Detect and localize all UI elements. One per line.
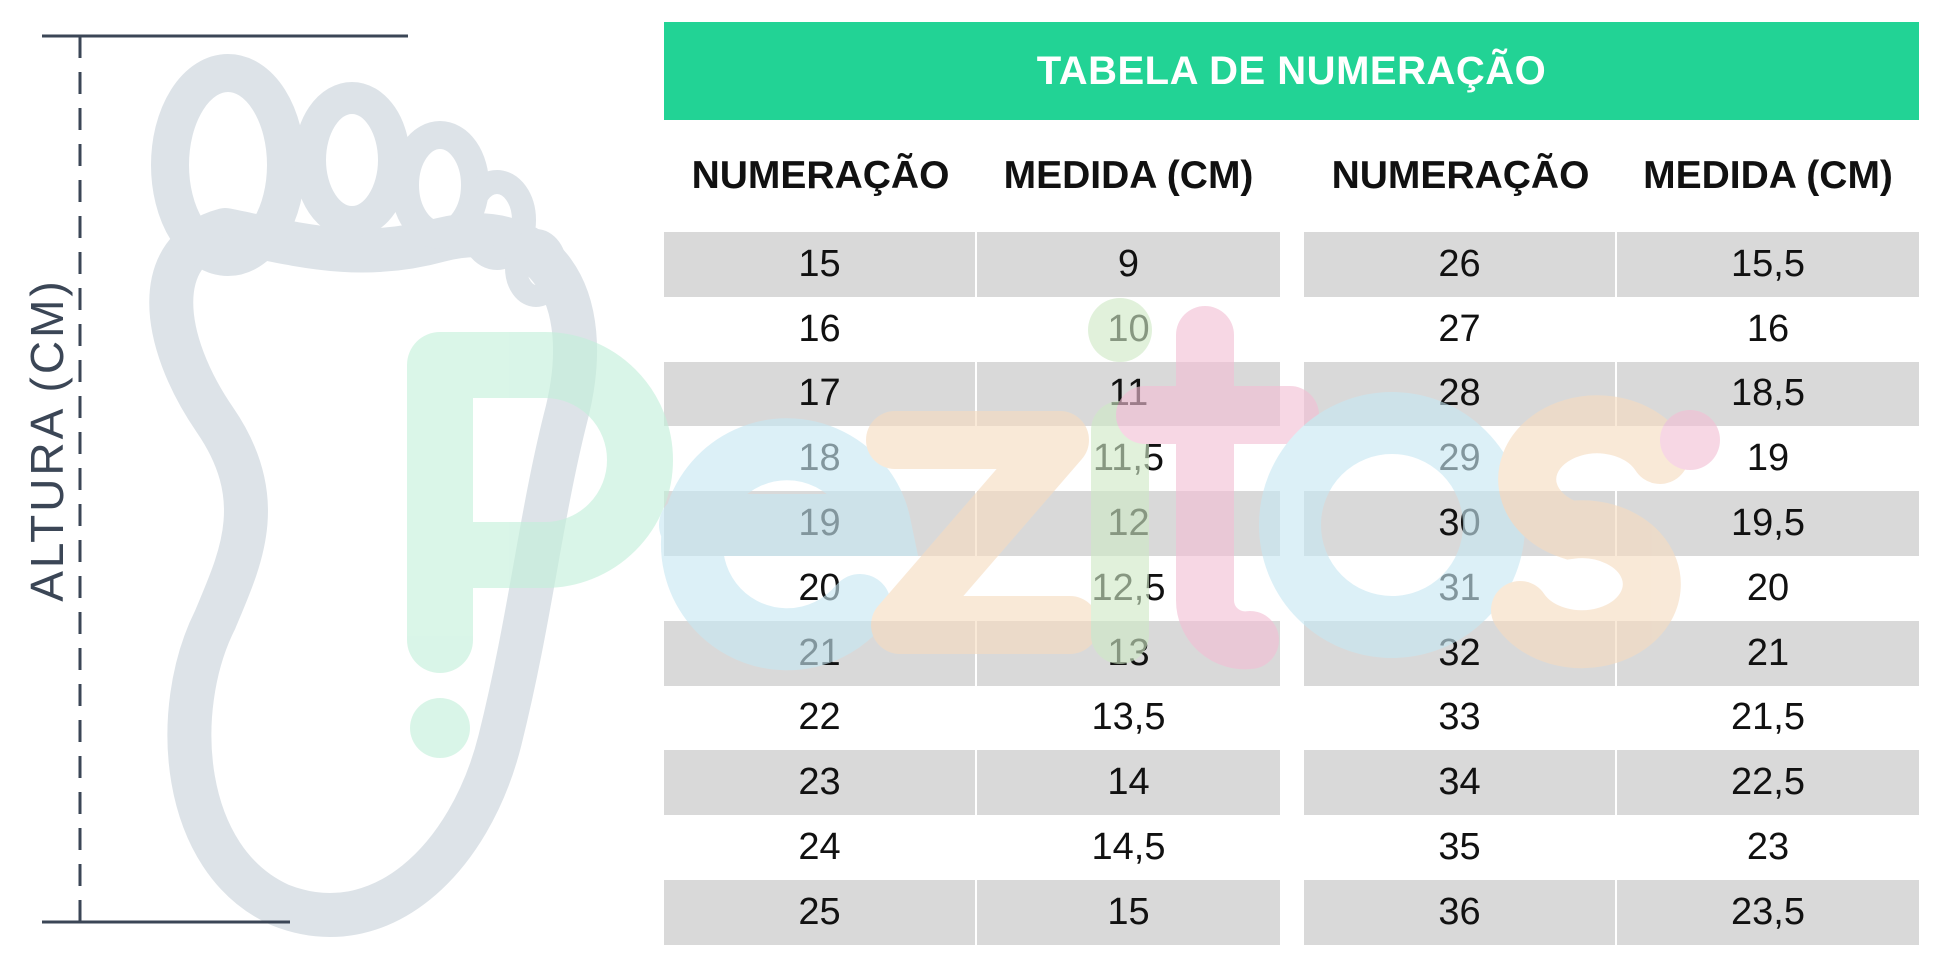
cell-gap [1280, 686, 1304, 751]
cell-medida-a: 14 [977, 750, 1280, 816]
table-row: 18 11,5 29 19 [664, 426, 1919, 492]
cell-medida-a: 9 [977, 232, 1280, 297]
cell-numeracao-b: 34 [1304, 750, 1617, 816]
foot-figure: ALTURA (CM) [0, 0, 660, 978]
table-row: 19 12 30 19,5 [664, 491, 1919, 556]
cell-medida-a: 13,5 [1091, 696, 1166, 739]
cell-medida-b: 23 [1746, 826, 1790, 869]
cell-numeracao-b: 27 [1304, 296, 1617, 362]
cell-numeracao-a: 16 [664, 296, 977, 362]
table-row: 16 10 27 16 [664, 296, 1919, 362]
cell-medida-a: 14,5 [1091, 826, 1166, 869]
cell-medida-b: 21 [1617, 620, 1919, 686]
cell-numeracao-b: 33 [1304, 685, 1617, 751]
cell-numeracao-a: 22 [664, 685, 977, 751]
cell-medida-a: 12 [977, 491, 1280, 556]
cell-medida-a: 10 [1107, 307, 1150, 350]
cell-numeracao-b: 31 [1304, 555, 1617, 621]
cell-gap [1280, 815, 1304, 880]
table-row: 17 11 28 18,5 [664, 361, 1919, 427]
cell-numeracao-b: 30 [1304, 491, 1617, 556]
cell-medida-a: 11 [977, 361, 1280, 427]
cell-numeracao-b: 26 [1304, 232, 1617, 297]
toe-big [151, 54, 305, 276]
table-row: 23 14 34 22,5 [664, 750, 1919, 816]
size-table: TABELA DE NUMERAÇÃO NUMERAÇÃO MEDIDA (CM… [664, 22, 1919, 945]
cell-numeracao-b: 28 [1304, 361, 1617, 427]
cell-gap [1280, 879, 1304, 945]
header-numeracao-b: NUMERAÇÃO [1331, 154, 1590, 197]
cell-gap [1280, 361, 1304, 427]
cell-gap [1280, 620, 1304, 686]
cell-medida-b: 21,5 [1731, 696, 1805, 739]
foot-sole-outline [149, 208, 597, 937]
cell-gap [1280, 426, 1304, 491]
header-medida-b: MEDIDA (CM) [1643, 154, 1893, 197]
cell-medida-a: 11,5 [1092, 437, 1165, 480]
table-row: 15 9 26 15,5 [664, 232, 1919, 297]
height-axis-label: ALTURA (CM) [21, 278, 73, 602]
table-row: 24 14,5 35 23 [664, 815, 1919, 880]
cell-numeracao-b: 35 [1304, 815, 1617, 880]
cell-numeracao-a: 23 [664, 750, 977, 816]
cell-numeracao-a: 15 [664, 232, 977, 297]
foot-outline-icon [42, 34, 597, 937]
cell-numeracao-b: 32 [1304, 620, 1617, 686]
cell-medida-b: 19 [1746, 437, 1790, 480]
cell-gap [1280, 232, 1304, 297]
toe-little [505, 229, 567, 307]
cell-gap [1280, 556, 1304, 621]
cell-medida-b: 20 [1746, 566, 1790, 609]
cell-gap [1280, 491, 1304, 556]
cell-numeracao-a: 25 [664, 879, 977, 945]
toe-second [294, 82, 410, 238]
table-title: TABELA DE NUMERAÇÃO [664, 22, 1919, 120]
table-row: 22 13,5 33 21,5 [664, 685, 1919, 751]
cell-gap [1280, 297, 1304, 362]
table-row: 21 13 32 21 [664, 620, 1919, 686]
cell-medida-a: 12,5 [1091, 566, 1166, 609]
cell-medida-b: 23,5 [1617, 879, 1919, 945]
header-medida-a: MEDIDA (CM) [1003, 154, 1254, 197]
cell-numeracao-a: 19 [664, 491, 977, 556]
cell-numeracao-a: 24 [664, 815, 977, 880]
cell-medida-b: 15,5 [1617, 232, 1919, 297]
toe-fourth [458, 170, 536, 270]
cell-medida-b: 22,5 [1617, 750, 1919, 816]
cell-numeracao-a: 17 [664, 361, 977, 427]
cell-medida-a: 13 [977, 620, 1280, 686]
cell-medida-a: 15 [977, 879, 1280, 945]
cell-medida-b: 18,5 [1617, 361, 1919, 427]
cell-medida-b: 19,5 [1617, 491, 1919, 556]
header-numeracao-a: NUMERAÇÃO [691, 154, 950, 197]
cell-gap [1280, 750, 1304, 816]
table-row: 25 15 36 23,5 [664, 879, 1919, 945]
column-headers: NUMERAÇÃO MEDIDA (CM) NUMERAÇÃO MEDIDA (… [664, 120, 1919, 232]
cell-numeracao-a: 20 [664, 555, 977, 621]
cell-medida-b: 16 [1746, 307, 1790, 350]
cell-numeracao-a: 18 [664, 426, 977, 492]
cell-numeracao-b: 36 [1304, 879, 1617, 945]
cell-numeracao-a: 21 [664, 620, 977, 686]
table-row: 20 12,5 31 20 [664, 555, 1919, 621]
cell-numeracao-b: 29 [1304, 426, 1617, 492]
table-body: 15 9 26 15,5 16 10 27 16 17 11 28 18,5 18 11,5 29 19 19 1… [664, 232, 1919, 945]
